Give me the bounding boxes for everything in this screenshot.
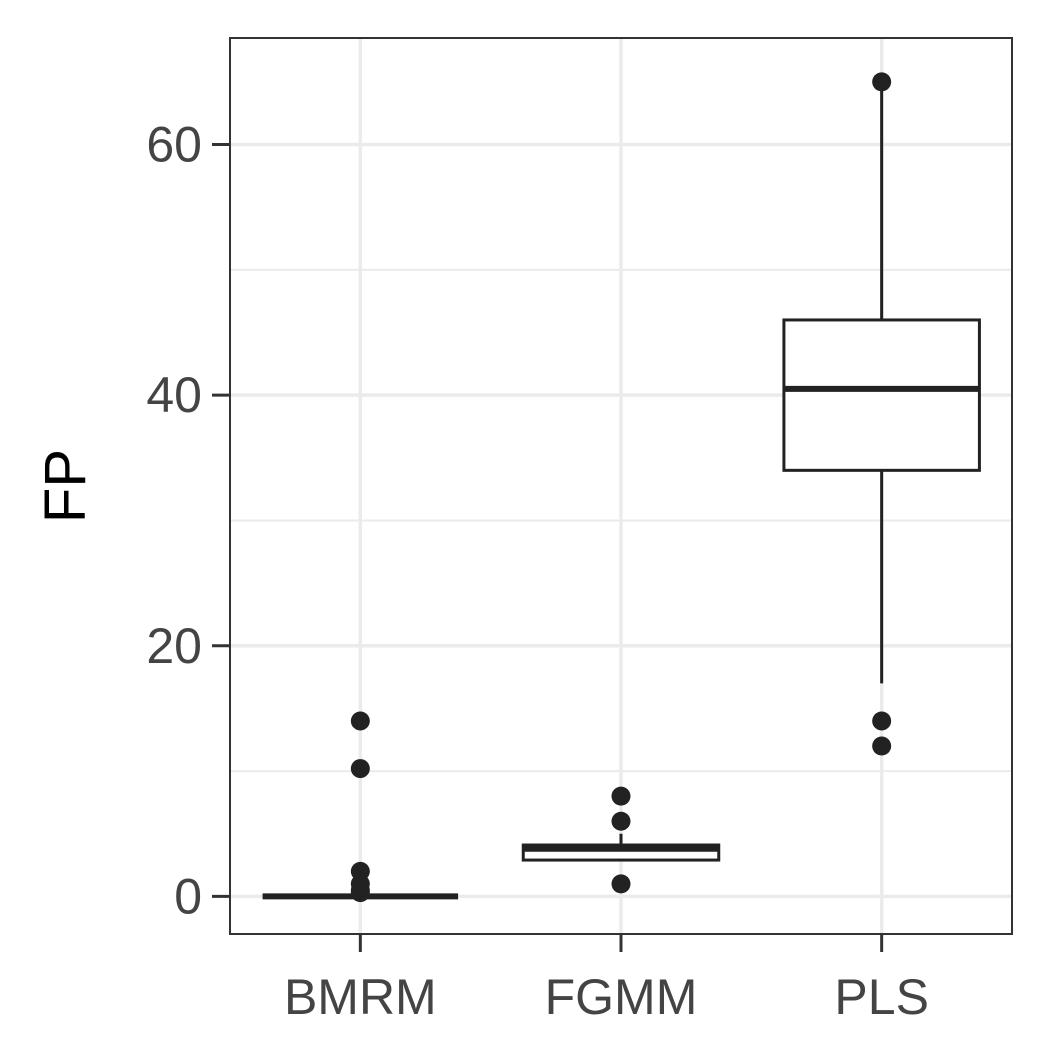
outlier-point bbox=[872, 736, 892, 756]
outlier-point bbox=[611, 786, 631, 806]
outlier-point bbox=[350, 883, 370, 903]
outlier-point bbox=[350, 759, 370, 779]
y-axis-title: FP bbox=[33, 449, 98, 523]
x-tick-label: PLS bbox=[834, 969, 929, 1025]
outlier-point bbox=[872, 72, 892, 92]
outlier-point bbox=[872, 711, 892, 731]
y-tick-label: 0 bbox=[174, 868, 202, 924]
y-tick-label: 60 bbox=[146, 117, 202, 173]
y-tick-label: 40 bbox=[146, 367, 202, 423]
box-bmrm bbox=[262, 711, 459, 903]
box-fgmm bbox=[521, 786, 721, 894]
x-tick-label: BMRM bbox=[284, 969, 437, 1025]
iqr-box bbox=[782, 318, 981, 472]
outlier-point bbox=[611, 874, 631, 894]
x-tick-label: FGMM bbox=[545, 969, 698, 1025]
outlier-point bbox=[611, 811, 631, 831]
outlier-point bbox=[350, 711, 370, 731]
boxes bbox=[262, 72, 981, 903]
box-pls bbox=[782, 72, 981, 756]
axis-ticks: 0 20 40 60 BMRM FGMM PLS bbox=[146, 117, 929, 1025]
y-tick-label: 20 bbox=[146, 618, 202, 674]
